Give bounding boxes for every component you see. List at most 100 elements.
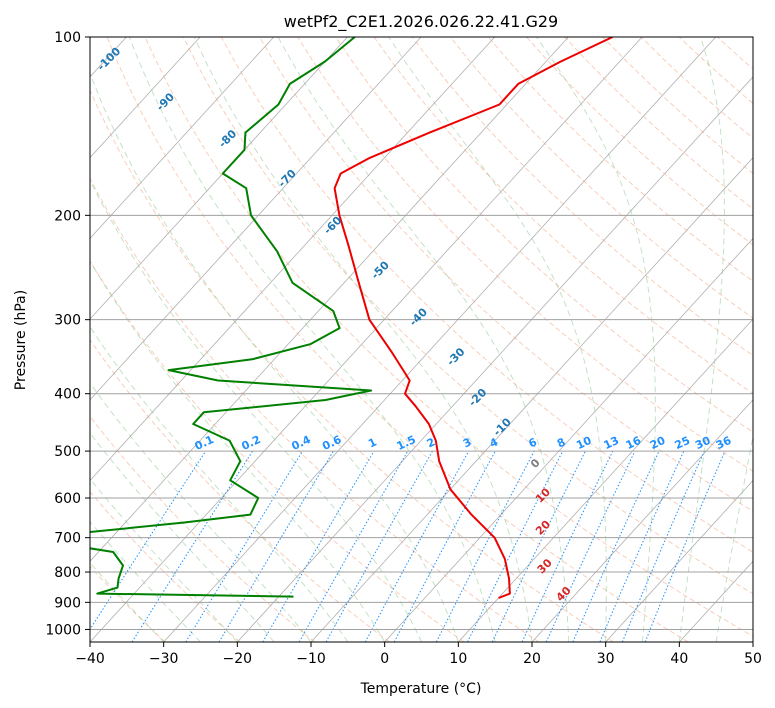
mixing-ratio-label: 25: [673, 434, 692, 452]
isotherm-line: [605, 479, 753, 642]
moist-adiabat-line: [90, 179, 422, 642]
isotherm-line: [90, 37, 275, 239]
moist-adiabat-line: [388, 37, 607, 642]
mixing-ratio-label: 8: [555, 435, 567, 450]
dry-adiabat-line: [90, 415, 315, 642]
mixing-ratio-label: 3: [461, 435, 473, 450]
adiabat-label: -100: [95, 44, 124, 73]
temperature-line: [333, 37, 614, 599]
isotherm-line: [90, 37, 496, 482]
moist-adiabat-line: [277, 37, 570, 642]
isotherm-line: [752, 641, 753, 642]
isotherm-line: [90, 37, 201, 159]
adiabat-label: -90: [154, 90, 177, 113]
dry-adiabat-line: [564, 37, 753, 210]
mixing-ratio-line: [467, 450, 564, 642]
adiabat-label: -60: [321, 214, 344, 237]
moist-adiabat-line: [90, 382, 312, 642]
mixing-ratio-label: 6: [526, 435, 539, 450]
profile-series: [90, 37, 614, 599]
y-tick-label: 800: [54, 565, 81, 581]
adiabat-label: -30: [444, 345, 467, 368]
x-tick-label: 30: [597, 651, 615, 667]
adiabat-label: 20: [533, 517, 553, 537]
isotherm-line: [90, 37, 348, 320]
pressure-gridlines: [90, 37, 753, 630]
mixing-ratio-label: 10: [574, 434, 594, 452]
mixing-ratio-label: 30: [693, 434, 713, 452]
mixing-ratio-line: [491, 450, 586, 642]
dry-adiabat-line: [488, 37, 753, 282]
dry-adiabat-line: [335, 37, 753, 433]
background-lines: [90, 37, 753, 642]
mixing-ratio-line: [393, 450, 496, 642]
dry-adiabat-line: [259, 37, 753, 512]
mixing-ratio-line: [90, 450, 207, 631]
y-tick-label: 100: [54, 30, 81, 46]
moist-adiabat-line: [90, 260, 386, 642]
mixing-ratio-line: [131, 450, 254, 642]
y-tick-label: 500: [54, 444, 81, 460]
isotherm-line: [163, 37, 717, 642]
y-tick-label: 900: [54, 595, 81, 611]
x-tick-label: −40: [75, 651, 105, 667]
y-tick-label: 700: [54, 531, 81, 547]
x-tick-label: 20: [523, 651, 541, 667]
isotherm-line: [384, 237, 753, 642]
y-tick-label: 1000: [45, 622, 81, 638]
mixing-ratio-label: 0.2: [240, 433, 263, 453]
moist-adiabat-line: [90, 325, 349, 642]
x-axis-title: Temperature (°C): [360, 681, 482, 697]
moist-adiabat-line: [536, 37, 656, 642]
mixing-ratio-line: [644, 450, 726, 642]
dry-adiabat-line: [90, 339, 390, 642]
adiabat-label: 30: [535, 556, 555, 576]
plot-frame: [89, 36, 754, 643]
isotherm-line: [458, 318, 753, 642]
adiabat-label: -40: [407, 305, 430, 328]
adiabat-label: -20: [466, 386, 489, 409]
moist-adiabat-line: [678, 37, 725, 642]
mixing-ratio-label: 13: [602, 434, 621, 452]
dry-adiabat-line: [90, 491, 241, 642]
dry-adiabat-line: [526, 37, 753, 246]
y-tick-label: 300: [54, 313, 81, 329]
adiabat-label: -80: [216, 127, 239, 150]
adiabat-label: -70: [276, 167, 299, 190]
dry-adiabat-line: [90, 260, 465, 642]
mixing-ratio-line: [325, 450, 433, 642]
mixing-ratio-line: [521, 450, 614, 642]
y-tick-label: 200: [54, 208, 81, 224]
dry-adiabat-line: [90, 565, 166, 642]
adiabat-label: 0: [528, 456, 543, 471]
isotherm-line: [237, 76, 753, 642]
mixing-ratio-line: [364, 450, 470, 642]
x-tick-label: −20: [223, 651, 253, 667]
dry-adiabat-line: [716, 37, 753, 70]
mixing-ratio-line: [435, 450, 535, 642]
mixing-ratio-line: [218, 450, 334, 642]
dewpoint-line: [90, 37, 373, 598]
mixing-ratio-line: [298, 450, 409, 642]
isotherm-line: [90, 37, 643, 642]
dry-adiabat-line: [144, 37, 753, 637]
mixing-ratio-line: [599, 450, 685, 642]
x-tick-label: 10: [449, 651, 467, 667]
x-tick-label: 0: [380, 651, 389, 667]
mixing-ratio-label: 0.6: [320, 433, 343, 453]
mixing-ratio-line: [262, 450, 375, 642]
dry-adiabat-line: [411, 37, 753, 357]
dry-adiabat-line: [297, 37, 753, 472]
x-tick-label: 40: [670, 651, 688, 667]
dry-adiabat-line: [678, 37, 753, 105]
moist-adiabat-line: [90, 432, 275, 642]
y-tick-label: 400: [54, 387, 81, 403]
isotherm-line: [90, 37, 569, 562]
dry-adiabat-line: [90, 177, 540, 642]
moist-adiabat-line: [715, 433, 753, 642]
isotherm-line: [90, 37, 422, 401]
x-tick-label: 50: [744, 651, 762, 667]
moist-adiabat-line: [128, 37, 496, 642]
y-tick-label: 600: [54, 491, 81, 507]
